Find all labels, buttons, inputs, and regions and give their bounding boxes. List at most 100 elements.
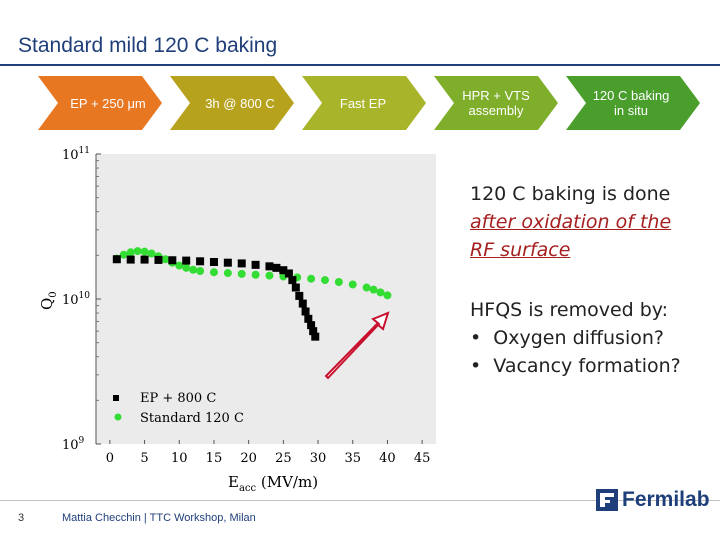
data-point-ep-800c (265, 262, 274, 271)
process-step-label-1: EP + 250 μm (70, 95, 146, 111)
x-tick-label: 5 (140, 451, 148, 466)
logo-text: Fermilab (622, 488, 710, 511)
data-point-standard-120c (265, 271, 274, 280)
data-point-ep-800c (288, 276, 297, 285)
data-point-ep-800c (209, 257, 218, 266)
note-line-3: RF surface (470, 239, 571, 261)
data-point-standard-120c (383, 291, 392, 300)
process-arrow-4 (434, 76, 558, 130)
data-point-ep-800c (284, 269, 293, 278)
slide-title: Standard mild 120 C baking (18, 34, 278, 57)
footer-divider (0, 500, 720, 501)
y-tick-label: 1010 (62, 291, 90, 308)
x-tick-label: 40 (379, 451, 396, 466)
chart-svg: 1011 1010 109 0 5 10 15 20 25 30 35 40 45 EP + 800 … (0, 140, 460, 500)
process-step-label-5: 120 C baking in situ (592, 88, 670, 118)
x-tick-label: 0 (106, 451, 114, 466)
hfqs-note: HFQS is removed by: • Oxygen diffusion? … (470, 296, 681, 380)
x-tick-label: 30 (310, 451, 327, 466)
y-tick-label: 109 (62, 436, 85, 453)
process-step-label-4: HPR + VTS assembly (462, 88, 530, 118)
process-arrows (38, 76, 700, 130)
y-tick-label: 1011 (62, 146, 90, 163)
hfqs-title: HFQS is removed by: (470, 299, 669, 321)
x-axis-label: Eacc (MV/m) (228, 473, 318, 494)
x-tick-label: 20 (240, 451, 257, 466)
data-point-standard-120c (147, 249, 156, 258)
data-point-standard-120c (161, 255, 170, 264)
data-point-ep-800c (223, 258, 232, 267)
data-point-standard-120c (369, 285, 378, 294)
process-arrow-1 (38, 76, 162, 130)
data-point-standard-120c (175, 261, 184, 270)
y-axis-label: Q0 (38, 291, 59, 310)
bullet-text-2: Vacancy formation? (493, 355, 681, 377)
process-arrow-2 (170, 76, 294, 130)
baking-note: 120 C baking is done after oxidation of … (470, 180, 671, 264)
data-point-standard-120c (376, 288, 385, 297)
data-point-standard-120c (182, 263, 191, 272)
data-point-ep-800c (295, 291, 304, 300)
data-point-ep-800c (291, 283, 300, 292)
y-ticks: 1011 1010 109 (62, 146, 101, 453)
fermilab-mark-icon (596, 489, 618, 511)
data-point-ep-800c (298, 299, 307, 308)
legend: EP + 800 C Standard 120 C (113, 391, 244, 426)
x-tick-label: 45 (414, 451, 431, 466)
plot-area (96, 154, 436, 444)
data-point-ep-800c (196, 257, 205, 266)
data-point-standard-120c (140, 247, 149, 256)
data-point-standard-120c (334, 277, 343, 286)
data-point-ep-800c (304, 314, 313, 323)
note-line-1: 120 C baking is done (470, 183, 671, 205)
footer-text: Mattia Checchin | TTC Workshop, Milan (62, 512, 256, 524)
q0-vs-eacc-chart: 1011 1010 109 0 5 10 15 20 25 30 35 40 45 EP + 800 … (0, 140, 460, 500)
data-point-standard-120c (307, 274, 316, 283)
x-tick-label: 10 (171, 451, 188, 466)
fermilab-logo: Fermilab (596, 488, 710, 512)
data-point-ep-800c (140, 255, 149, 264)
series-standard-120c (112, 247, 392, 300)
data-point-ep-800c (301, 307, 310, 316)
legend-marker-standard-120c (114, 413, 122, 421)
process-arrow-3 (302, 76, 426, 130)
data-point-standard-120c (237, 269, 246, 278)
data-point-standard-120c (348, 280, 357, 289)
page-number: 3 (18, 512, 25, 524)
legend-marker-ep-800c (113, 395, 119, 401)
process-arrow-5 (566, 76, 700, 130)
title-divider (0, 64, 720, 66)
data-point-standard-120c (320, 276, 329, 285)
data-point-standard-120c (223, 269, 232, 278)
bullet-item-2: • Vacancy formation? (470, 355, 681, 377)
data-point-ep-800c (237, 259, 246, 268)
data-point-ep-800c (309, 327, 318, 336)
data-point-ep-800c (112, 255, 121, 264)
data-point-ep-800c (126, 255, 135, 264)
data-point-standard-120c (133, 247, 142, 256)
data-point-ep-800c (279, 266, 288, 275)
data-point-standard-120c (126, 248, 135, 257)
annotation-arrow (324, 311, 390, 380)
bullet-item-1: • Oxygen diffusion? (470, 327, 664, 349)
data-point-standard-120c (196, 266, 205, 275)
data-point-ep-800c (168, 256, 177, 265)
x-ticks: 0 5 10 15 20 25 30 35 40 45 (106, 440, 431, 466)
data-point-ep-800c (307, 321, 316, 330)
data-point-ep-800c (251, 260, 260, 269)
bullet-text-1: Oxygen diffusion? (493, 327, 664, 349)
process-step-label-3: Fast EP (339, 95, 387, 111)
series-ep-800c (112, 255, 320, 341)
data-point-ep-800c (311, 332, 320, 341)
data-point-ep-800c (182, 256, 191, 265)
data-point-standard-120c (189, 265, 198, 274)
data-point-standard-120c (362, 283, 371, 292)
note-line-2: after oxidation of the (470, 211, 672, 233)
x-tick-label: 25 (275, 451, 292, 466)
legend-label-ep-800c: EP + 800 C (140, 391, 216, 406)
data-point-standard-120c (251, 270, 260, 279)
data-point-standard-120c (119, 250, 128, 259)
x-tick-label: 15 (206, 451, 223, 466)
process-step-label-2: 3h @ 800 C (205, 95, 275, 111)
x-tick-label: 35 (344, 451, 361, 466)
